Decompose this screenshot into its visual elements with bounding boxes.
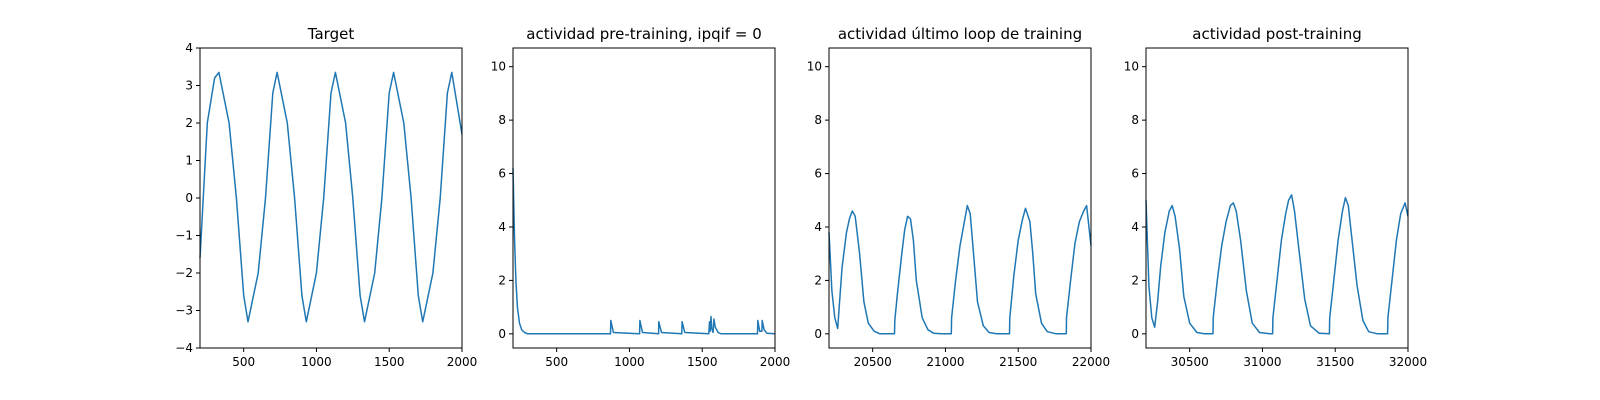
- x-tick-label: 1500: [687, 355, 718, 369]
- x-tick-label: 500: [232, 355, 255, 369]
- y-tick-label: 0: [498, 327, 506, 341]
- y-tick-label: 0: [1131, 327, 1139, 341]
- y-tick-label: 10: [1124, 60, 1139, 74]
- y-tick-label: 8: [1131, 113, 1139, 127]
- y-tick-label: −3: [175, 304, 193, 318]
- x-tick-label: 21000: [926, 355, 964, 369]
- x-tick-label: 1000: [614, 355, 645, 369]
- series-line-1: [1145, 194, 1409, 335]
- y-tick-label: 2: [185, 116, 193, 130]
- y-tick-label: 10: [807, 60, 822, 74]
- x-tick-label: 1500: [374, 355, 405, 369]
- subplot-2: 500 1000 1500 2000 0 2 4 6 8 10 actividad pre-trai…: [491, 25, 791, 369]
- x-tick-label: 22000: [1072, 355, 1110, 369]
- subplot-4: 30500 31000 31500 32000 0 2 4 6 8 10 actividad pos…: [1124, 25, 1427, 369]
- y-tick-label: 2: [814, 273, 822, 287]
- series-line-1: [512, 168, 776, 335]
- x-tick-label: 32000: [1389, 355, 1427, 369]
- x-tick-label: 2000: [760, 355, 791, 369]
- y-tick-label: 4: [1131, 220, 1139, 234]
- x-tick-label: 30500: [1171, 355, 1209, 369]
- axes-frame: [512, 47, 776, 349]
- y-tick-label: 6: [814, 167, 822, 181]
- x-tick-label: 2000: [447, 355, 478, 369]
- subplot-3: 20500 21000 21500 22000 0 2 4 6 8 10 actividad últ…: [807, 25, 1110, 369]
- x-tick-label: 500: [545, 355, 568, 369]
- x-tick-label: 20500: [854, 355, 892, 369]
- chart-title: actividad último loop de training: [838, 25, 1082, 43]
- x-tick-label: 31500: [1316, 355, 1354, 369]
- y-tick-label: −2: [175, 266, 193, 280]
- chart-title: actividad pre-training, ipqif = 0: [526, 25, 762, 43]
- y-tick-label: 1: [185, 154, 193, 168]
- y-tick-label: 8: [498, 113, 506, 127]
- y-tick-label: 2: [498, 273, 506, 287]
- y-tick-label: 4: [498, 220, 506, 234]
- axes-frame: [828, 47, 1092, 349]
- x-tick-label: 1000: [301, 355, 332, 369]
- series-line-1: [199, 71, 463, 323]
- y-tick-label: 4: [814, 220, 822, 234]
- x-tick-label: 21500: [999, 355, 1037, 369]
- chart-title: Target: [307, 25, 355, 43]
- y-tick-label: 10: [491, 60, 506, 74]
- y-tick-label: 6: [1131, 167, 1139, 181]
- y-tick-label: 4: [185, 41, 193, 55]
- subplot-1: 500 1000 1500 2000 −4 −3 −2 −1 0 1 2 3 4 Target: [175, 25, 477, 369]
- x-tick-label: 31000: [1243, 355, 1281, 369]
- axes-frame: [1145, 47, 1409, 349]
- y-tick-label: −1: [175, 229, 193, 243]
- y-tick-label: 6: [498, 167, 506, 181]
- y-tick-label: 0: [814, 327, 822, 341]
- y-tick-label: 3: [185, 79, 193, 93]
- chart-title: actividad post-training: [1192, 25, 1361, 43]
- y-tick-label: −4: [175, 341, 193, 355]
- y-tick-label: 0: [185, 191, 193, 205]
- series-line-1: [828, 204, 1092, 335]
- y-tick-label: 8: [814, 113, 822, 127]
- y-tick-label: 2: [1131, 273, 1139, 287]
